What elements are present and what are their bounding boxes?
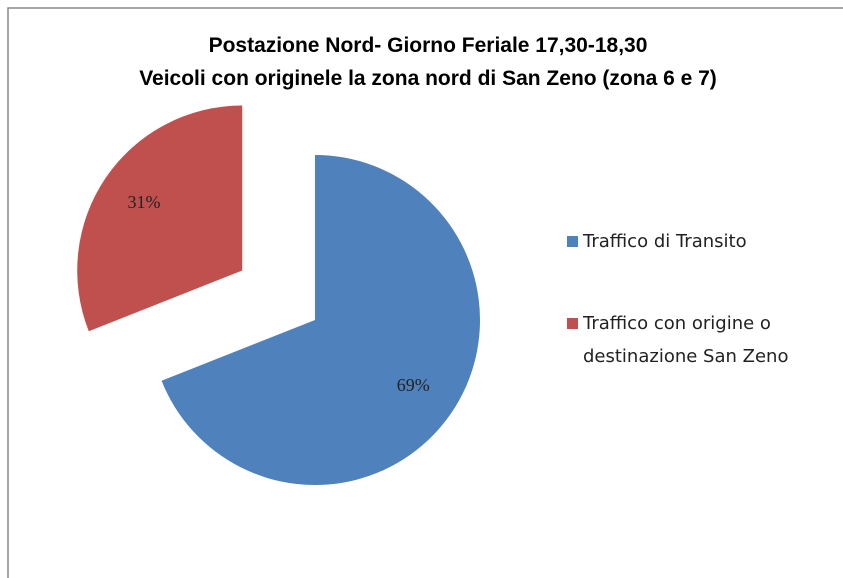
- legend-item: Traffico con origine o destinazione San …: [567, 307, 837, 373]
- legend-item: Traffico di Transito: [567, 225, 837, 258]
- legend-label: Traffico con origine o destinazione San …: [583, 313, 789, 367]
- legend-swatch: [567, 318, 578, 329]
- data-label: 31%: [127, 192, 160, 212]
- legend-swatch: [567, 236, 578, 247]
- chart-border: [7, 7, 843, 578]
- chart-subtitle: Veicoli con originele la zona nord di Sa…: [139, 67, 717, 90]
- legend-label: Traffico di Transito: [583, 231, 747, 252]
- pie-slice: [161, 155, 480, 485]
- data-label: 69%: [397, 375, 430, 395]
- chart-title: Postazione Nord- Giorno Feriale 17,30-18…: [209, 34, 648, 57]
- pie-slice: [77, 105, 243, 332]
